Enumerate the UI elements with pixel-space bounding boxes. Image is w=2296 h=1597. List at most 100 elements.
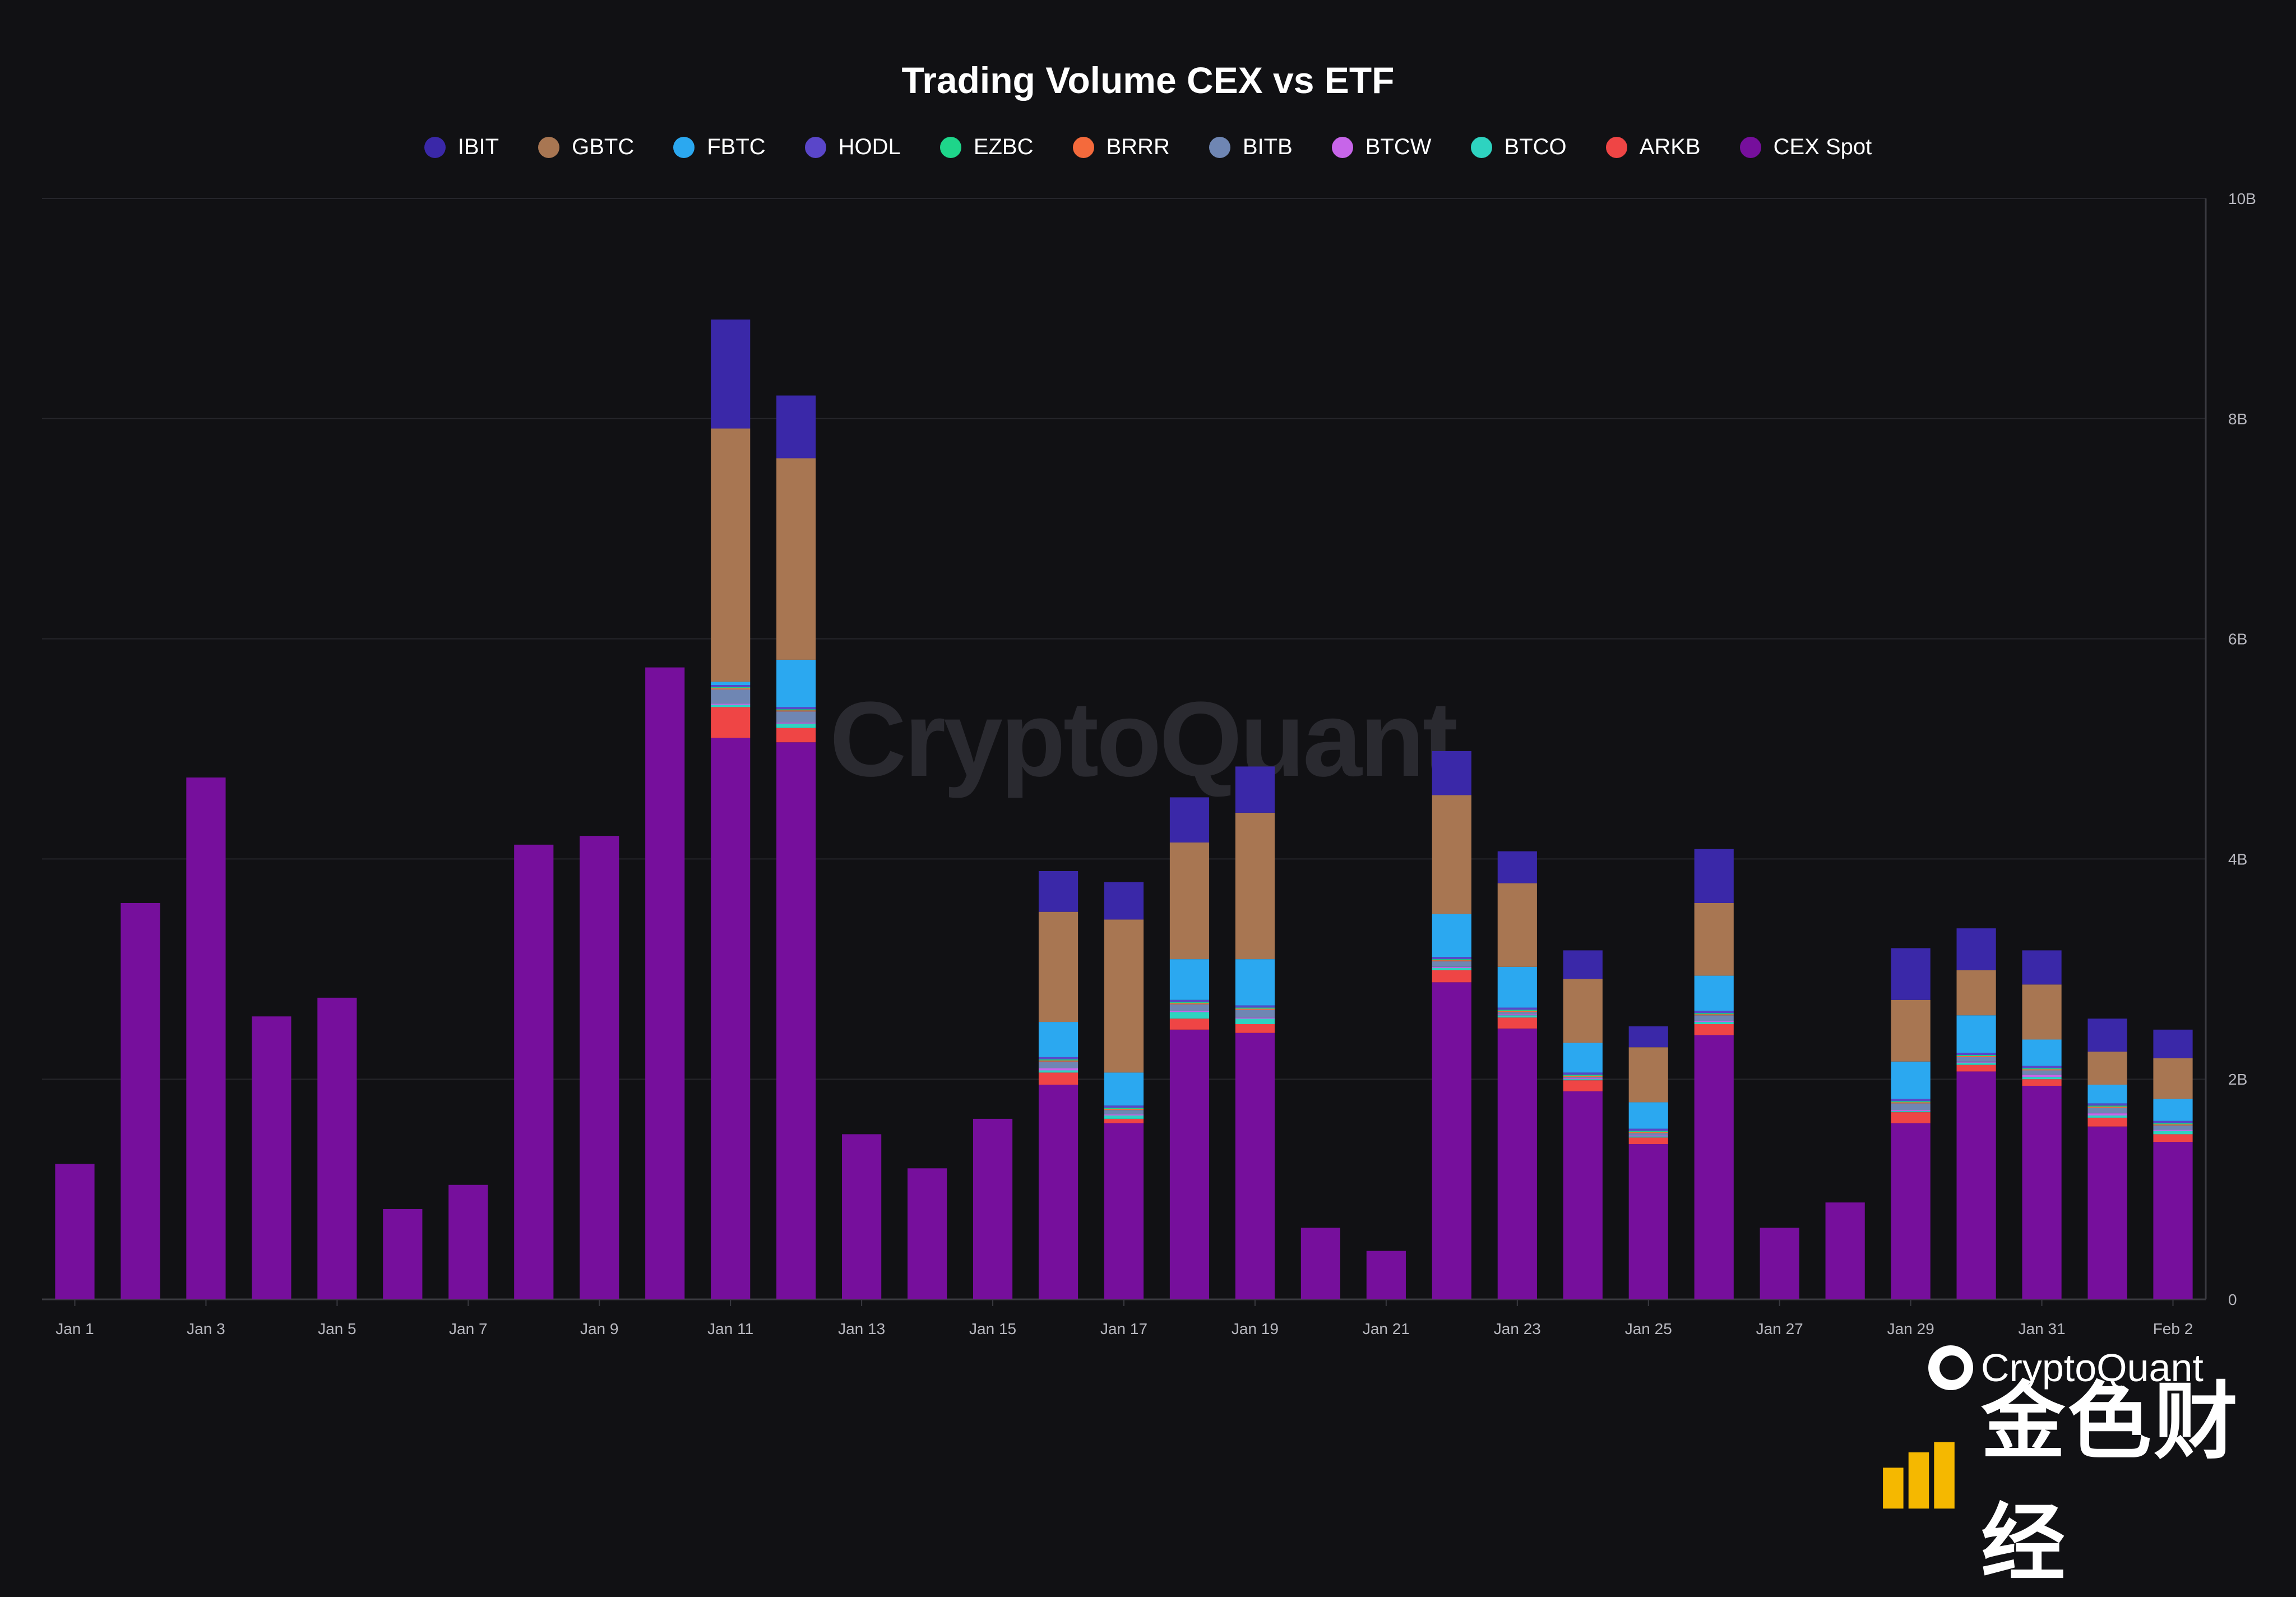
bar-ezbc <box>1235 1007 1275 1009</box>
bar-btcw <box>1628 1135 1668 1137</box>
x-tick-label: Jan 9 <box>580 1320 619 1337</box>
legend-item-ezbc[interactable]: EZBC <box>939 135 1034 160</box>
bar-arkb <box>1169 1019 1210 1030</box>
bar-cex-spot <box>1956 1071 1996 1299</box>
bar-ibit <box>1169 797 1210 843</box>
bar-hodl <box>1956 1053 1996 1055</box>
bar-gbtc <box>1563 979 1603 1043</box>
legend-item-cex-spot[interactable]: CEX Spot <box>1739 135 1872 160</box>
bar-hodl <box>1235 1005 1275 1008</box>
legend-item-gbtc[interactable]: GBTC <box>538 135 634 160</box>
bar-bitb <box>2022 1070 2062 1075</box>
bar-cex-spot <box>776 742 816 1299</box>
bar-arkb <box>1497 1017 1537 1029</box>
bar-ibit <box>1694 849 1734 903</box>
legend-label: GBTC <box>572 135 635 159</box>
bar-btcw <box>1891 1110 1931 1112</box>
bar-fbtc <box>1497 966 1537 1008</box>
bar-brrr <box>1038 1060 1078 1062</box>
x-tick-label: Jan 29 <box>1887 1320 1934 1337</box>
bar-cex-spot <box>1497 1028 1537 1299</box>
bar-ibit <box>776 395 816 459</box>
bar-gbtc <box>711 428 751 682</box>
bar-btcw <box>2087 1113 2127 1116</box>
bar-btcw <box>2022 1075 2062 1077</box>
bar-brrr <box>1628 1132 1668 1133</box>
bar-btcw <box>711 703 751 705</box>
jinse-brand-text: 金色财经 <box>1981 1373 2241 1593</box>
bar-fbtc <box>1891 1061 1931 1099</box>
x-tick-label: Jan 27 <box>1756 1320 1803 1337</box>
bar-btcw <box>1235 1017 1275 1019</box>
bar-btco <box>1038 1070 1078 1073</box>
bar-btco <box>1169 1012 1210 1019</box>
y-tick-label: 8B <box>2228 410 2247 428</box>
bar-arkb <box>2153 1134 2193 1142</box>
bar-ibit <box>1563 950 1603 979</box>
bar-fbtc <box>711 682 751 686</box>
bar-bitb <box>1104 1110 1144 1115</box>
bar-gbtc <box>1169 842 1210 960</box>
x-tick-label: Jan 15 <box>969 1320 1016 1337</box>
bar-ibit <box>1628 1026 1668 1048</box>
bar-ezbc <box>1628 1131 1668 1132</box>
legend-item-hodl[interactable]: HODL <box>804 135 901 160</box>
legend-item-arkb[interactable]: ARKB <box>1605 135 1701 160</box>
bar-brrr <box>1432 960 1471 962</box>
legend-label: FBTC <box>707 135 766 159</box>
legend-item-ibit[interactable]: IBIT <box>424 135 499 160</box>
bar-btco <box>2153 1131 2193 1135</box>
y-tick-label: 6B <box>2228 631 2247 648</box>
bar-arkb <box>2087 1117 2127 1127</box>
cryptoquant-logo-icon <box>1928 1345 1973 1390</box>
legend-label: BITB <box>1242 135 1293 159</box>
bar-cex-spot <box>1169 1029 1210 1299</box>
bar-btcw <box>1104 1114 1144 1116</box>
bar-btco <box>1497 1015 1537 1018</box>
bar-cex-spot <box>908 1168 947 1299</box>
bar-btcw <box>2153 1130 2193 1131</box>
legend-dot <box>1739 136 1761 158</box>
bar-fbtc <box>1694 975 1734 1011</box>
legend-item-btco[interactable]: BTCO <box>1470 135 1567 160</box>
bar-bitb <box>1694 1015 1734 1021</box>
legend-label: ARKB <box>1639 135 1701 159</box>
legend-item-bitb[interactable]: BITB <box>1209 135 1293 160</box>
bar-brrr <box>1956 1056 1996 1057</box>
legend-label: BTCW <box>1365 135 1432 159</box>
bar-cex-spot <box>55 1164 95 1299</box>
plot-area: 0 2B 4B 6B 8B 10B Jan 1 Jan 3 Jan 5 Jan 7 Jan 9 Jan… <box>42 190 2256 1337</box>
bar-gbtc <box>1891 999 1931 1062</box>
bar-fbtc <box>1432 914 1471 957</box>
legend-label: BTCO <box>1504 135 1567 159</box>
bar-arkb <box>776 728 816 743</box>
bar-bitb <box>1628 1133 1668 1136</box>
legend-item-fbtc[interactable]: FBTC <box>673 135 766 160</box>
bar-arkb <box>1104 1118 1144 1123</box>
legend-item-brrr[interactable]: BRRR <box>1072 135 1170 160</box>
bar-btcw <box>1563 1078 1603 1080</box>
bar-ezbc <box>1956 1054 1996 1056</box>
y-tick-label: 4B <box>2228 850 2247 868</box>
bar-cex-spot <box>842 1134 882 1299</box>
legend-item-btcw[interactable]: BTCW <box>1331 135 1432 160</box>
bar-bitb <box>2153 1125 2193 1130</box>
bar-hodl <box>776 707 816 710</box>
y-tick-label: 2B <box>2228 1071 2247 1088</box>
bar-btco <box>711 705 751 707</box>
bar-ibit <box>1432 751 1471 795</box>
bar-gbtc <box>1628 1047 1668 1103</box>
legend-dot <box>1331 136 1353 158</box>
bar-gbtc <box>1694 902 1734 976</box>
bar-cex-spot <box>1891 1123 1931 1299</box>
bar-brrr <box>1104 1109 1144 1110</box>
bar-fbtc <box>1563 1043 1603 1073</box>
legend-dot <box>939 136 961 158</box>
bar-brrr <box>1235 1008 1275 1010</box>
bar-brrr <box>1563 1076 1603 1077</box>
bar-ezbc <box>1432 959 1471 961</box>
bar-cex-spot <box>645 667 685 1299</box>
x-tick-label: Jan 5 <box>318 1320 357 1337</box>
bar-cex-spot <box>580 836 619 1299</box>
bar-gbtc <box>776 458 816 660</box>
